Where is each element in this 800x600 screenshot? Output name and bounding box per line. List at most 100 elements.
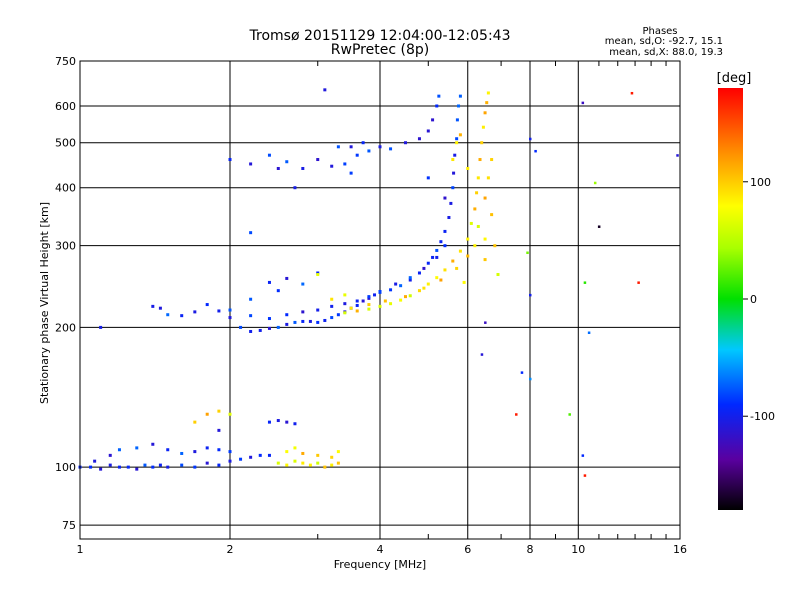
x-echo-point: [458, 133, 462, 137]
o-echo-point: [205, 461, 209, 465]
o-echo-point: [301, 319, 305, 323]
o-echo-point: [267, 453, 271, 457]
x-tick-label: 8: [527, 543, 534, 556]
o-echo-point: [285, 276, 289, 280]
o-echo-point: [285, 420, 289, 424]
o-echo-point: [361, 299, 365, 303]
x-echo-point: [293, 446, 297, 450]
o-echo-point: [417, 137, 421, 141]
o-echo-point: [151, 304, 155, 308]
o-echo-point: [239, 325, 243, 329]
x-tick-label: 4: [377, 543, 384, 556]
o-echo-point: [193, 310, 197, 314]
x-echo-point: [301, 461, 305, 465]
x-tick-label: 6: [464, 543, 471, 556]
x-echo-point: [485, 101, 489, 105]
x-echo-point: [308, 463, 312, 467]
x-echo-point: [483, 111, 487, 115]
x-echo-point: [330, 297, 334, 301]
x-echo-point: [458, 249, 462, 253]
o-echo-point: [316, 271, 320, 275]
o-echo-point: [276, 289, 280, 293]
o-echo-point: [316, 158, 320, 162]
o-echo-point: [249, 162, 253, 166]
x-echo-point: [355, 309, 359, 313]
x-echo-point: [476, 176, 480, 180]
o-echo-point: [367, 296, 371, 300]
o-echo-point: [193, 450, 197, 454]
o-echo-point: [439, 240, 443, 244]
o-echo-point: [293, 320, 297, 324]
x-echo-point: [408, 294, 412, 298]
x-echo-point: [330, 463, 334, 467]
x-echo-point: [343, 293, 347, 297]
axis-ticks: 1 2 4 6 8 10 16 75 100 200 300 400 500 600 750: [55, 55, 687, 556]
x-echo-point: [316, 453, 320, 457]
x-echo-point: [276, 461, 280, 465]
x-echo-point: [480, 141, 484, 145]
stats-o-line: mean, sd,O: -92.7, 15.1: [605, 36, 723, 47]
x-echo-point: [316, 461, 320, 465]
o-echo-point: [267, 317, 271, 321]
o-echo-point: [99, 467, 103, 471]
x-echo-point: [285, 450, 289, 454]
o-echo-point: [426, 261, 430, 265]
outlier-point: [630, 91, 634, 95]
outlier-point: [593, 181, 597, 185]
o-echo-point: [108, 463, 112, 467]
o-echo-point: [323, 88, 327, 92]
x-echo-point: [301, 451, 305, 455]
colorbar-ticks: 100 0 -100: [743, 176, 775, 423]
x-echo-point: [483, 237, 487, 241]
o-echo-point: [217, 428, 221, 432]
o-echo-point: [276, 419, 280, 423]
o-echo-point: [355, 303, 359, 307]
o-echo-point: [166, 313, 170, 317]
o-echo-point: [249, 231, 253, 235]
o-echo-point: [367, 149, 371, 153]
x-tick-label: 16: [673, 543, 687, 556]
o-echo-point: [458, 94, 462, 98]
o-echo-point: [126, 465, 130, 469]
o-echo-point: [316, 308, 320, 312]
o-echo-point: [166, 448, 170, 452]
o-echo-point: [453, 153, 457, 157]
o-echo-point: [343, 302, 347, 306]
o-echo-point: [330, 316, 334, 320]
outlier-point: [534, 149, 537, 153]
o-echo-point: [457, 104, 461, 108]
x-echo-point: [285, 463, 289, 467]
outlier-point: [480, 353, 484, 356]
colorbar-tick-label: 100: [750, 176, 771, 189]
o-echo-point: [180, 463, 184, 467]
x-echo-point: [323, 465, 327, 469]
o-echo-point: [447, 216, 451, 220]
o-echo-point: [258, 453, 262, 457]
x-echo-point: [403, 295, 407, 299]
y-tick-label: 750: [55, 55, 76, 68]
x-echo-point: [205, 412, 209, 416]
x-echo-point: [228, 412, 232, 416]
y-axis-label: Stationary phase Virtual Height [km]: [38, 202, 51, 404]
x-echo-point: [367, 303, 371, 307]
o-echo-point: [435, 104, 439, 108]
outlier-point: [583, 474, 587, 477]
x-echo-point: [486, 91, 490, 95]
o-echo-point: [452, 171, 456, 175]
o-echo-point: [228, 316, 232, 320]
x-echo-point: [367, 307, 371, 311]
o-echo-point: [443, 229, 447, 233]
x-echo-point: [426, 282, 430, 286]
o-echo-point: [151, 442, 155, 446]
o-echo-point: [276, 166, 280, 170]
x-echo-point: [473, 244, 477, 248]
x-echo-point: [483, 196, 487, 200]
o-echo-point: [389, 147, 393, 151]
x-echo-point: [469, 221, 473, 225]
o-echo-point: [285, 160, 289, 164]
o-echo-point: [373, 293, 377, 297]
o-echo-point: [228, 450, 232, 454]
x-echo-point: [439, 278, 443, 282]
o-echo-point: [117, 465, 121, 469]
